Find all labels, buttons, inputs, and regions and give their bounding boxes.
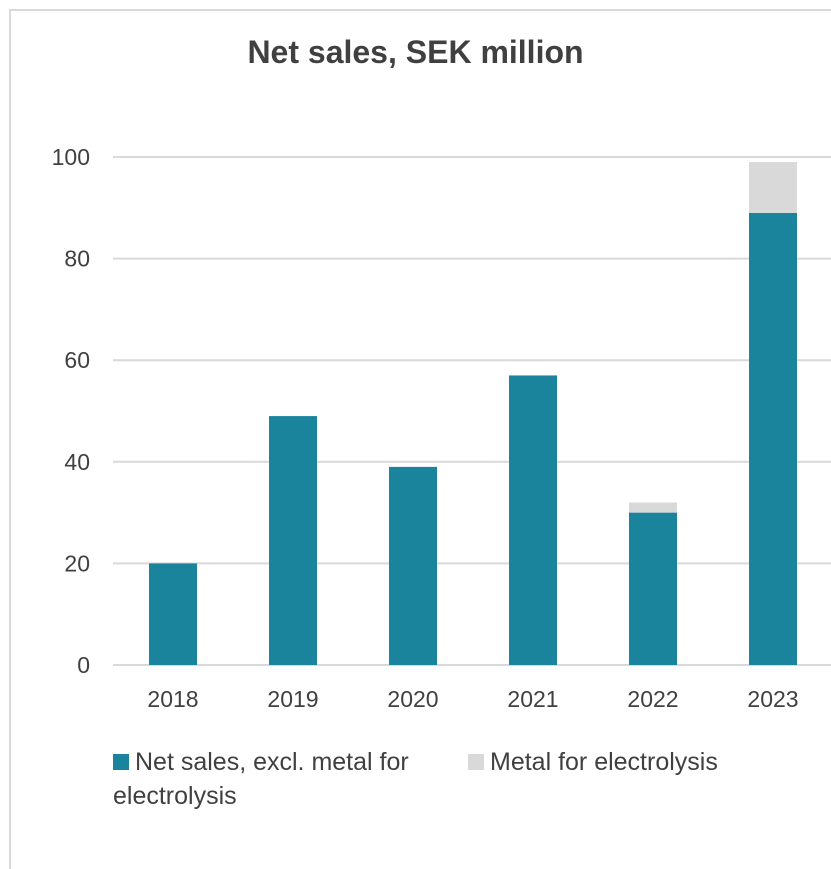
- bar-metal-2022: [629, 502, 677, 512]
- legend-swatch-metal: [468, 754, 484, 770]
- y-tick-label: 100: [52, 144, 90, 170]
- bar-net-sales-2021: [509, 375, 557, 665]
- bar-net-sales-2019: [269, 416, 317, 665]
- x-tick-label: 2020: [387, 686, 438, 712]
- bar-metal-2023: [749, 162, 797, 213]
- bar-net-sales-2018: [149, 563, 197, 665]
- bars: [149, 162, 797, 665]
- legend-label-net-sales: Net sales, excl. metal for electrolysis: [113, 748, 409, 810]
- y-tick-label: 20: [64, 550, 90, 576]
- y-tick-label: 40: [64, 449, 90, 475]
- y-tick-label: 80: [64, 246, 90, 272]
- legend: Net sales, excl. metal for electrolysis …: [113, 745, 831, 825]
- bar-net-sales-2020: [389, 467, 437, 665]
- x-tick-label: 2019: [267, 686, 318, 712]
- bar-net-sales-2023: [749, 213, 797, 665]
- y-axis-ticks: 0 20 40 60 80 100: [52, 144, 90, 678]
- gridlines: [113, 157, 831, 665]
- legend-label-metal: Metal for electrolysis: [490, 748, 718, 776]
- x-tick-label: 2018: [147, 686, 198, 712]
- y-tick-label: 0: [77, 652, 90, 678]
- y-tick-label: 60: [64, 347, 90, 373]
- x-axis-ticks: 2018 2019 2020 2021 2022 2023: [147, 686, 798, 712]
- legend-item-net-sales: Net sales, excl. metal for electrolysis: [113, 745, 433, 813]
- legend-item-metal: Metal for electrolysis: [468, 745, 718, 779]
- legend-swatch-net-sales: [113, 754, 129, 770]
- x-tick-label: 2022: [627, 686, 678, 712]
- x-tick-label: 2023: [747, 686, 798, 712]
- x-tick-label: 2021: [507, 686, 558, 712]
- bar-net-sales-2022: [629, 513, 677, 665]
